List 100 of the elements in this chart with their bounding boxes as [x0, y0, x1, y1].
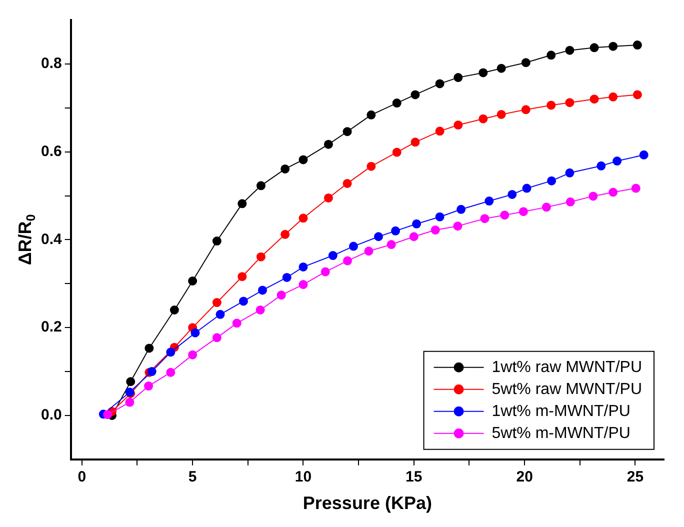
point [454, 120, 463, 130]
x-tick-label: 15 [406, 468, 422, 486]
point [188, 350, 198, 360]
x-axis-title: Pressure (KPa) [302, 493, 432, 514]
point [342, 178, 352, 188]
y-axis-title: ΔR/R0 [14, 214, 38, 266]
point [542, 202, 551, 212]
point [453, 222, 462, 231]
point [608, 42, 618, 51]
point [256, 252, 266, 262]
point [216, 310, 225, 319]
point [298, 155, 308, 164]
point [478, 114, 488, 124]
point [125, 398, 134, 407]
point [258, 286, 268, 295]
point [412, 219, 422, 228]
point [435, 79, 444, 88]
point [144, 382, 154, 391]
point [238, 272, 247, 282]
point [546, 100, 556, 110]
point [232, 318, 242, 328]
legend-label: 5wt% raw MWNT/PU [492, 380, 642, 398]
point [484, 196, 494, 206]
point [546, 50, 556, 60]
point [343, 256, 352, 266]
point [639, 150, 648, 160]
point [374, 232, 383, 242]
point [522, 184, 532, 193]
point [298, 214, 308, 223]
point [496, 64, 506, 73]
point [238, 199, 247, 208]
point [280, 230, 290, 239]
point [608, 188, 618, 197]
point [238, 296, 248, 306]
point [596, 161, 606, 170]
point [590, 43, 599, 52]
point [348, 242, 358, 251]
point [276, 290, 286, 300]
point [410, 90, 420, 100]
point [410, 138, 420, 147]
point [521, 58, 530, 68]
point [521, 105, 530, 114]
point [631, 184, 640, 193]
point [588, 192, 598, 201]
point [366, 162, 376, 171]
x-tick-label: 10 [294, 468, 312, 486]
point [632, 40, 642, 50]
point [126, 377, 136, 386]
y-tick-label: 0.8 [40, 55, 62, 72]
point [298, 262, 308, 272]
point [188, 276, 198, 286]
legend-label: 1wt% m-MWNT/PU [492, 402, 630, 420]
point [508, 190, 517, 199]
point [170, 306, 179, 315]
point [324, 140, 333, 149]
point [324, 193, 333, 202]
point [366, 110, 376, 120]
x-tick-label: 0 [78, 468, 86, 486]
point [147, 367, 156, 376]
point [166, 368, 176, 377]
point [409, 232, 418, 242]
point [342, 127, 352, 136]
x-tick-label: 5 [188, 468, 197, 486]
point [500, 210, 510, 220]
point [478, 68, 488, 78]
point [547, 176, 556, 186]
point [212, 333, 222, 342]
y-tick-label: 0.0 [40, 406, 62, 424]
point [608, 92, 618, 102]
point [320, 267, 330, 276]
point [518, 207, 528, 216]
point [430, 226, 440, 235]
legend-label: 1wt% raw MWNT/PU [492, 358, 642, 376]
point [256, 306, 265, 315]
point [386, 240, 396, 250]
point [454, 73, 463, 82]
y-tick-label: 0.4 [40, 230, 62, 248]
point [456, 204, 466, 214]
point [392, 148, 402, 157]
point [392, 98, 402, 108]
y-tick-label: 0.6 [40, 142, 62, 160]
point [565, 168, 574, 178]
point [612, 156, 622, 166]
point [565, 46, 574, 55]
point [256, 181, 266, 190]
point [496, 110, 506, 119]
point [103, 410, 112, 420]
y-tick-label: 0.2 [40, 318, 62, 336]
point [480, 214, 490, 224]
x-tick-label: 25 [626, 468, 644, 486]
point [565, 98, 574, 108]
point [566, 197, 575, 206]
point [166, 348, 176, 357]
point [435, 212, 444, 222]
point [212, 298, 222, 308]
point [435, 126, 444, 136]
point [280, 164, 290, 174]
x-tick-label: 20 [516, 468, 533, 486]
point [190, 328, 200, 338]
point [282, 272, 292, 282]
